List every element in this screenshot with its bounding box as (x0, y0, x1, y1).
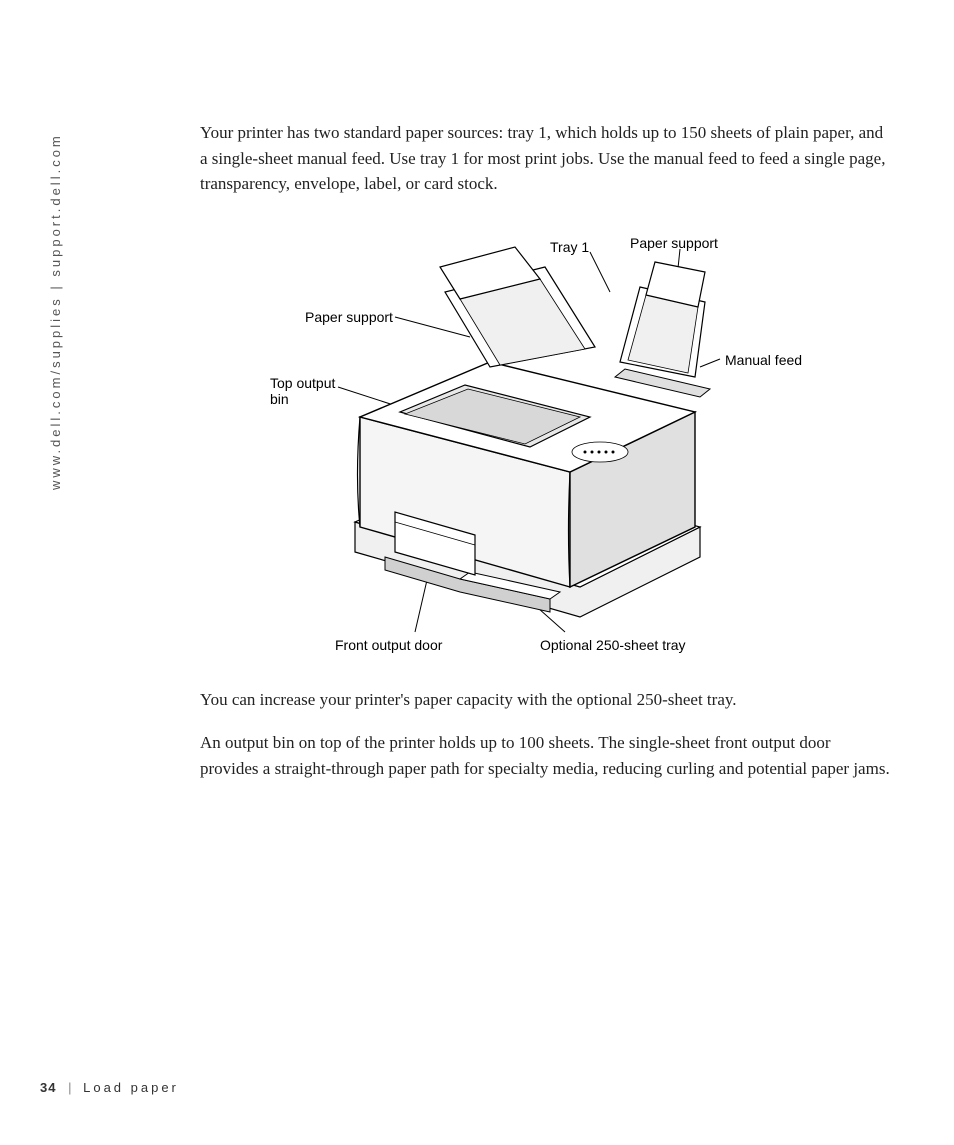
printer-illustration (200, 217, 890, 667)
manual-feed-shape (615, 262, 710, 397)
footer-section-title: Load paper (83, 1080, 179, 1095)
main-content: Your printer has two standard paper sour… (200, 120, 890, 799)
paragraph-1: Your printer has two standard paper sour… (200, 120, 890, 197)
label-top-output-bin: Top output bin (270, 375, 335, 409)
control-panel (572, 442, 628, 462)
label-paper-support-left: Paper support (305, 309, 393, 326)
footer-separator: | (68, 1080, 71, 1095)
page-number: 34 (40, 1080, 56, 1095)
page-footer: 34 | Load paper (40, 1080, 179, 1095)
label-tray1: Tray 1 (550, 239, 589, 256)
label-front-output-door: Front output door (335, 637, 442, 654)
label-optional-tray: Optional 250-sheet tray (540, 637, 686, 654)
sidebar-url-text: www.dell.com/supplies | support.dell.com (48, 133, 63, 490)
paragraph-2: You can increase your printer's paper ca… (200, 687, 890, 713)
tray1-shape (440, 247, 595, 367)
label-paper-support-right: Paper support (630, 235, 718, 252)
paragraph-3: An output bin on top of the printer hold… (200, 730, 890, 781)
printer-diagram: Tray 1 Paper support Paper support Manua… (200, 217, 890, 667)
label-manual-feed: Manual feed (725, 352, 802, 369)
